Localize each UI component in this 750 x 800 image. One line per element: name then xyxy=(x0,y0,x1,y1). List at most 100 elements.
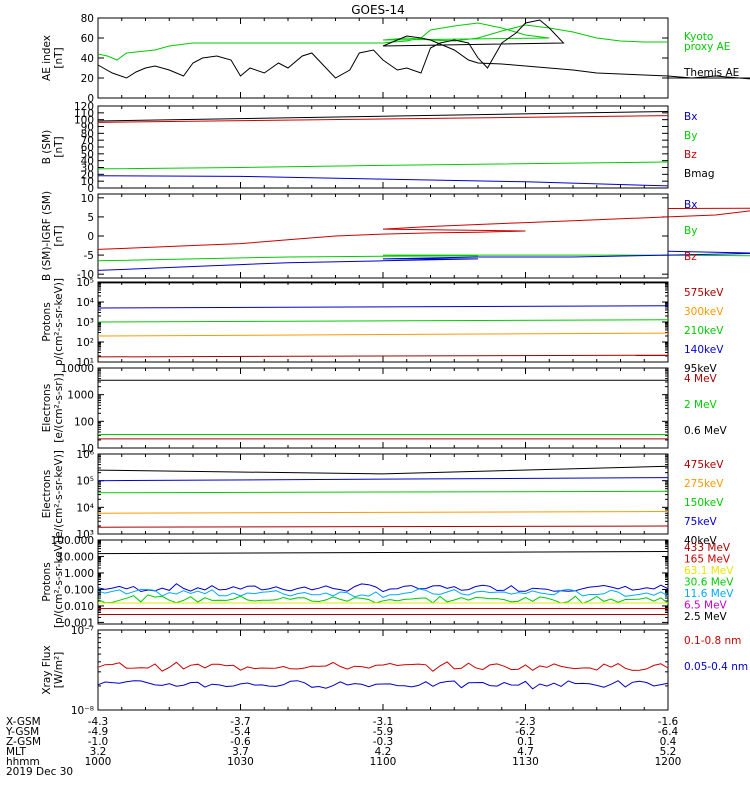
y-tick-label: 40 xyxy=(81,156,94,168)
legend-entry: 2 MeV xyxy=(684,399,718,411)
legend-entry: 475keV xyxy=(684,459,724,471)
series-line-cyan xyxy=(97,588,669,598)
x-date-label: 2019 Dec 30 xyxy=(6,766,73,778)
legend-entry: Bmag xyxy=(684,168,715,180)
x-tick-label: -5.4 xyxy=(230,726,251,738)
y-axis-label: Electrons xyxy=(41,384,53,433)
y-tick-label: 10⁴ xyxy=(76,502,94,514)
y-axis-label: [nT] xyxy=(53,47,65,68)
y-tick-label: 100.000 xyxy=(51,535,94,547)
y-tick-label: 30 xyxy=(81,163,94,175)
legend-entry: 11.6 MeV xyxy=(684,588,734,600)
series-line-green xyxy=(97,490,669,494)
legend-entry: Bx xyxy=(684,199,697,211)
x-tick-label: -1.0 xyxy=(88,736,109,748)
y-tick-label: 10³ xyxy=(76,529,94,541)
y-tick-label: 0.010 xyxy=(64,601,94,613)
panel-frame xyxy=(97,17,669,99)
y-tick-label: 60 xyxy=(81,142,94,154)
series-line-black xyxy=(97,111,669,122)
panel-xray: 10⁻⁸ 10⁻⁷ Xray Flux [W/m²] 0.1-0.8 nm 0.05-0.… xyxy=(41,625,748,717)
x-tick-label: 5.2 xyxy=(660,746,677,758)
y-axis-label: [nT] xyxy=(53,225,65,246)
series-line-green xyxy=(97,22,668,61)
x-tick-label: -1.6 xyxy=(658,716,679,728)
y-tick-label: 0.100 xyxy=(64,584,94,596)
legend-entry: 0.6 MeV xyxy=(684,425,728,437)
y-axis-label: Protons xyxy=(41,562,53,601)
x-row-label: X-GSM xyxy=(6,716,41,728)
legend-entry: 2.5 MeV xyxy=(684,611,728,623)
series-line-blue xyxy=(97,680,669,690)
series-line-red xyxy=(97,207,750,250)
x-tick-label: -3.7 xyxy=(230,716,251,728)
legend-entry: 150keV xyxy=(684,497,724,509)
x-row-label: Y-GSM xyxy=(5,726,39,738)
y-tick-label: -10 xyxy=(77,269,94,281)
panel-frame xyxy=(97,193,669,279)
series-line-green xyxy=(97,319,669,323)
legend-entry: 433 MeV xyxy=(684,542,731,554)
y-tick-label: 10² xyxy=(76,337,94,349)
y-tick-label: 1000 xyxy=(67,390,94,402)
y-axis-label: e/(cm²-s-sr-keV)] xyxy=(53,450,65,538)
y-axis-label: [W/m²] xyxy=(53,652,65,689)
legend-entry: 75keV xyxy=(684,516,718,528)
plot-title: GOES-14 xyxy=(351,3,405,17)
series-line-blue xyxy=(97,175,669,187)
y-tick-label: 50 xyxy=(81,149,94,161)
y-axis-label: [p/(cm²-s-sr-keV)] xyxy=(53,536,65,628)
legend-entry: 6.5 MeV xyxy=(684,600,728,612)
panel-frame xyxy=(97,629,669,711)
legend-entry: 40keV xyxy=(684,535,718,547)
y-tick-label: 40 xyxy=(81,53,94,65)
x-row-label: Z-GSM xyxy=(6,736,41,748)
x-tick-label: -4.9 xyxy=(88,726,109,738)
y-tick-label: 10 xyxy=(81,176,94,188)
y-tick-label: 0 xyxy=(87,93,94,105)
y-axis-label: Protons xyxy=(41,302,53,341)
y-axis-label: B (SM) xyxy=(41,130,53,164)
legend-entry: Themis AE xyxy=(683,67,739,79)
legend-entry: 63.1 MeV xyxy=(684,565,734,577)
y-tick-label: 10000 xyxy=(61,363,94,375)
series-line-black xyxy=(97,19,750,80)
y-tick-label: 10⁻⁸ xyxy=(71,705,94,717)
legend-entry: 0.1-0.8 nm xyxy=(684,635,741,647)
y-tick-label: 10⁻⁷ xyxy=(71,625,94,637)
series-line-red xyxy=(97,661,669,672)
legend-entry: Kyoto xyxy=(684,31,713,43)
series-line-green xyxy=(97,594,669,604)
y-axis-label: [nT] xyxy=(53,136,65,157)
panel-electrons_diff: 10³ 10⁴ 10⁵ 10⁶ Electrons e/(cm²-s-sr-keV)] 47… xyxy=(41,449,724,547)
x-row-label: hhmm xyxy=(6,756,40,768)
x-tick-label: 4.2 xyxy=(375,746,392,758)
y-tick-label: 10¹ xyxy=(76,357,94,369)
y-tick-label: 20 xyxy=(81,169,94,181)
y-tick-label: 10⁶ xyxy=(76,449,94,461)
y-tick-label: 10⁴ xyxy=(76,297,94,309)
series-line-green xyxy=(97,161,669,170)
legend-entry: 275keV xyxy=(684,478,724,490)
series-line-blue xyxy=(97,305,669,309)
panel-bigrf: -10 -5 0 5 10 B (SM)-IGRF (SM) [nT] Bx By Bz xyxy=(41,191,750,281)
series-line-orange xyxy=(97,511,669,514)
panel-protons_hi: 0.001 0.010 0.100 1.000 10.000 100.000 Protons… xyxy=(41,535,734,629)
legend-entry: Bx xyxy=(684,111,697,123)
y-tick-label: -5 xyxy=(84,250,94,262)
y-tick-label: 0 xyxy=(87,231,94,243)
legend-entry: 4 MeV xyxy=(684,373,718,385)
legend-entry: 0.05-0.4 nm xyxy=(684,661,748,673)
legend-entry: 30.6 MeV xyxy=(684,577,734,589)
series-line-blue xyxy=(97,583,669,593)
x-tick-label: -5.9 xyxy=(373,726,394,738)
y-tick-label: 10 xyxy=(81,443,94,455)
y-tick-label: 80 xyxy=(81,128,94,140)
y-tick-label: 20 xyxy=(81,73,94,85)
y-tick-label: 10.000 xyxy=(57,551,94,563)
y-axis-label: [e/(cm²-s-sr)] xyxy=(53,373,65,442)
series-line-blue xyxy=(97,477,669,482)
